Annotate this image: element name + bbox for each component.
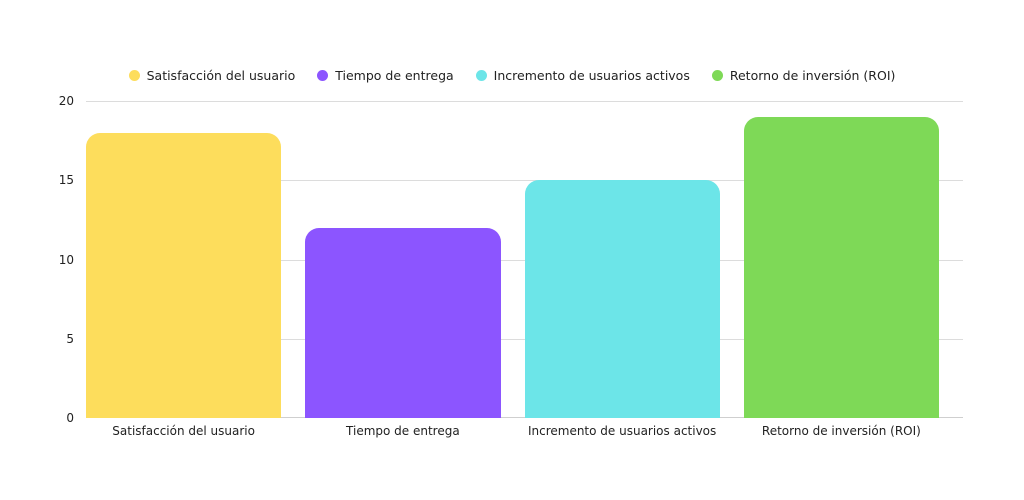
- y-tick-label: 5: [66, 331, 74, 346]
- legend-dot-icon: [475, 70, 487, 81]
- legend-label: Satisfacción del usuario: [146, 68, 296, 83]
- y-tick-label: 0: [66, 411, 74, 425]
- chart-legend: Satisfacción del usuario Tiempo de entreg…: [0, 68, 1024, 83]
- legend-dot-icon: [128, 70, 140, 81]
- plot-area: 0 5 10 15 20 Satisfacción del usuario Tiempo d…: [59, 94, 963, 438]
- y-tick-label: 20: [58, 94, 74, 108]
- y-tick-label: 15: [58, 173, 74, 188]
- x-tick-label: Satisfacción del usuario: [112, 424, 255, 438]
- gridline: [86, 180, 963, 182]
- y-tick-label: 10: [58, 252, 74, 267]
- legend-dot-icon: [317, 70, 329, 81]
- legend-item[interactable]: Tiempo de entrega: [317, 68, 454, 83]
- legend-item[interactable]: Satisfacción del usuario: [128, 68, 296, 83]
- x-tick-label: Incremento de usuarios activos: [527, 424, 717, 438]
- bar[interactable]: [524, 180, 720, 418]
- x-tick-label: Retorno de inversión (ROI): [761, 424, 921, 438]
- legend-item[interactable]: Incremento de usuarios activos: [475, 68, 690, 83]
- bar[interactable]: [305, 227, 501, 418]
- bar[interactable]: [743, 116, 939, 418]
- legend-item[interactable]: Retorno de inversión (ROI): [711, 68, 896, 83]
- legend-label: Retorno de inversión (ROI): [729, 68, 896, 83]
- legend-label: Tiempo de entrega: [335, 68, 454, 83]
- gridline: [86, 101, 963, 102]
- legend-dot-icon: [711, 70, 723, 81]
- legend-label: Incremento de usuarios activos: [493, 68, 690, 83]
- x-tick-label: Tiempo de entrega: [346, 424, 460, 438]
- bar[interactable]: [86, 132, 282, 418]
